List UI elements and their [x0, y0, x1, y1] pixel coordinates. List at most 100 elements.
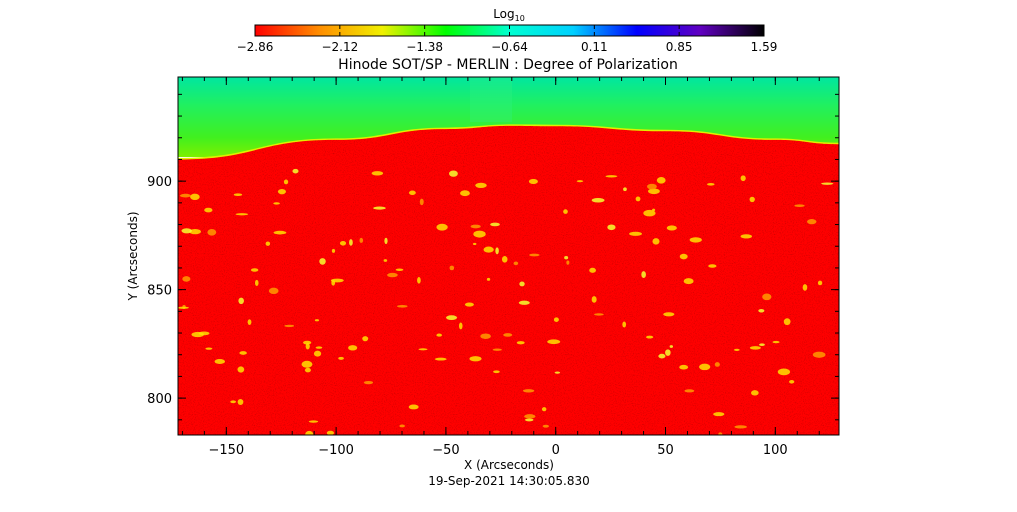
active-patches	[178, 168, 834, 435]
active-patch	[789, 380, 795, 384]
y-axis-label: Y (Arcseconds)	[126, 211, 140, 301]
active-patch	[665, 349, 671, 356]
active-patch	[436, 223, 448, 231]
active-patch	[740, 234, 753, 239]
active-patch	[313, 350, 322, 357]
active-patch	[591, 296, 597, 303]
active-patch	[458, 322, 463, 330]
active-patch	[495, 247, 499, 255]
active-patch	[547, 339, 561, 345]
colorbar-tick-label: 0.85	[666, 40, 693, 54]
active-patch	[759, 343, 765, 346]
active-patch	[663, 312, 675, 317]
active-patch	[563, 209, 568, 214]
active-patch	[646, 335, 654, 339]
y-axis: 800 850 900	[147, 93, 839, 421]
active-patch	[679, 253, 688, 260]
active-patch	[483, 246, 494, 253]
active-patch	[214, 358, 226, 365]
active-patch	[740, 175, 746, 182]
y-tick-label: 850	[147, 284, 172, 299]
active-patch	[493, 370, 500, 374]
active-patch	[554, 371, 561, 374]
active-patch	[802, 284, 808, 291]
active-patch	[669, 345, 674, 348]
active-patch	[528, 178, 538, 185]
active-patch	[648, 188, 660, 195]
active-patch	[647, 183, 657, 190]
active-patch	[464, 302, 474, 307]
active-patch	[418, 348, 428, 351]
colorbar-ticks: −2.86 −2.12 −1.38 −0.64 0.11 0.85 1.59	[237, 25, 777, 54]
active-patch	[652, 238, 660, 245]
active-patch	[319, 258, 326, 265]
active-patch	[314, 319, 320, 322]
active-patch	[472, 242, 477, 246]
active-patch	[635, 196, 641, 202]
active-patch	[273, 230, 287, 235]
active-patch	[749, 346, 761, 350]
x-axis-label: X (Arcseconds)	[464, 458, 554, 472]
x-tick-label: −150	[208, 443, 244, 458]
active-patch	[591, 197, 605, 203]
active-patch	[629, 231, 642, 236]
active-patch	[247, 319, 252, 326]
active-patch	[490, 222, 500, 227]
active-patch	[265, 241, 271, 246]
x-tick-label: 100	[763, 443, 788, 458]
active-patch	[303, 340, 312, 345]
active-patch	[641, 271, 646, 278]
active-patch	[305, 430, 314, 435]
active-patch	[807, 219, 817, 225]
active-patch	[383, 259, 388, 262]
colorbar-tick-label: −2.86	[237, 40, 274, 54]
colorbar-tick-label: −0.64	[491, 40, 528, 54]
active-patch	[449, 265, 455, 271]
active-patch	[480, 333, 491, 339]
active-patch	[589, 267, 596, 273]
active-patch	[408, 190, 416, 195]
active-patch	[684, 389, 695, 393]
plot-frame	[177, 76, 840, 436]
active-patch	[235, 213, 249, 216]
active-patch	[821, 182, 834, 185]
active-patch	[434, 357, 447, 361]
x-tick-label: −100	[318, 443, 354, 458]
colorbar: Log10 −2.86 −2.12 −1.38 −0.64 0.11 0.85 1.59	[237, 7, 778, 54]
active-patch	[733, 348, 740, 351]
active-patch	[553, 317, 559, 322]
active-patch	[273, 202, 280, 205]
active-patch	[449, 170, 458, 177]
active-patch	[623, 187, 627, 192]
active-patch	[182, 276, 191, 282]
active-patch	[292, 168, 299, 174]
off-limb-band	[470, 77, 512, 122]
active-patch	[338, 356, 344, 360]
active-patch	[503, 333, 513, 337]
active-patch	[707, 183, 715, 186]
active-patch	[207, 229, 217, 236]
active-patch	[179, 193, 192, 198]
active-patch	[362, 336, 369, 342]
active-patch	[812, 351, 826, 358]
x-axis: −150 −100 −50 0 50 100	[181, 77, 820, 458]
active-patch	[284, 324, 295, 328]
active-patch	[698, 363, 711, 371]
active-patch	[396, 304, 408, 308]
active-patch	[250, 268, 259, 272]
active-patch	[331, 248, 336, 253]
active-patch	[198, 331, 210, 336]
active-patch	[762, 293, 772, 301]
active-patch	[666, 225, 677, 231]
x-tick-label: −50	[432, 443, 459, 458]
active-patch	[283, 179, 289, 185]
active-patch	[446, 315, 458, 321]
active-patch	[349, 239, 353, 246]
active-patch	[339, 240, 347, 246]
active-patch	[516, 341, 525, 345]
active-patch	[387, 272, 398, 278]
active-patch	[518, 300, 530, 305]
active-patch	[524, 418, 534, 422]
active-patch	[658, 353, 666, 359]
active-patch	[542, 424, 549, 428]
